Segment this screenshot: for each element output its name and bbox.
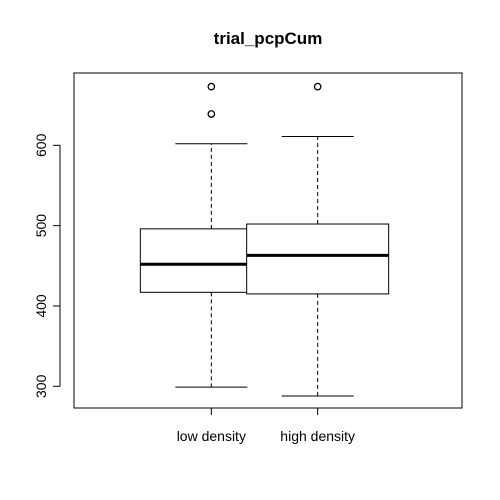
outlier-point xyxy=(207,110,216,118)
outlier-point xyxy=(313,82,322,91)
iqr-box xyxy=(246,223,390,295)
y-tick-label: 600 xyxy=(33,133,49,157)
x-tick-label: low density xyxy=(177,428,246,444)
y-tick-label: 300 xyxy=(33,374,49,398)
chart-title: trial_pcpCum xyxy=(214,29,323,48)
y-tick-label: 500 xyxy=(33,214,49,238)
chart-marks: 300 400 500 600 low density high density xyxy=(33,82,390,444)
y-tick-label: 400 xyxy=(33,294,49,318)
outlier-point xyxy=(207,82,216,91)
x-tick-label: high density xyxy=(280,428,355,444)
